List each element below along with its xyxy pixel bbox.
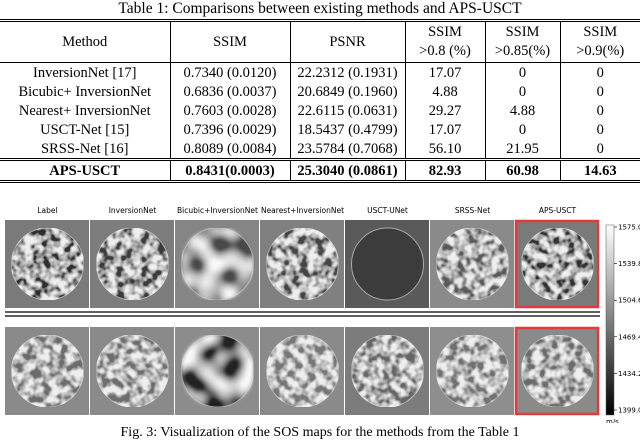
sos-disc — [11, 334, 84, 408]
sos-disc — [266, 227, 339, 301]
panel-label: Bicubic+InversionNet — [177, 206, 258, 215]
header-line: >0.85(%) — [494, 43, 551, 59]
table-cell: 17.07 — [404, 62, 485, 82]
panel-label: InversionNet — [109, 206, 157, 215]
sos-disc — [96, 227, 169, 301]
table-cell: 22.6115 (0.0631) — [289, 101, 405, 120]
table-caption: Table 1: Comparisons between existing me… — [118, 0, 522, 17]
header-cell: Method — [0, 19, 170, 63]
table-cell: 0.8431(0.0003) — [169, 158, 290, 183]
table-cell: 0 — [559, 101, 640, 120]
sos-disc — [436, 227, 509, 301]
table-row: USCT-Net [15] 0.7396 (0.0029) 18.5437 (0.4… — [0, 120, 640, 139]
panel-label: SRSS-Net — [455, 206, 490, 215]
header-line: SSIM — [213, 33, 247, 50]
table-cell: 0 — [484, 62, 560, 82]
colorbar-label: 1539.8 — [618, 260, 640, 268]
highlight-box — [514, 219, 600, 309]
table-cell: 4.88 — [404, 82, 485, 101]
sos-disc — [521, 334, 594, 408]
table-cell: 18.5437 (0.4799) — [289, 120, 405, 139]
header-cell: SSIM >0.8 (%) — [404, 19, 485, 63]
table-cell: 20.6849 (0.1960) — [289, 82, 405, 101]
colorbar-label: 1504.6 — [618, 297, 640, 305]
table-cell: SRSS-Net [16] — [41, 140, 129, 157]
table-row: SRSS-Net [16] 0.8089 (0.0084) 23.5784 (0.7… — [0, 139, 640, 160]
results-table: Method SSIM PSNR SSIM >0.8 (%) SSIM >0.85(%) SS… — [0, 19, 640, 183]
table-row: InversionNet [17] 0.7340 (0.0120) 22.2312 … — [0, 62, 640, 82]
table-cell: 60.98 — [484, 158, 560, 183]
table-cell: 0 — [559, 62, 640, 82]
table-cell: 14.63 — [559, 158, 640, 183]
sos-disc — [266, 334, 339, 408]
table-cell: 0 — [559, 82, 640, 101]
table-cell: APS-USCT — [0, 158, 170, 183]
panel-label: APS-USCT — [539, 206, 577, 215]
figure: Label InversionNet Bicubic+InversionNet Nea… — [5, 206, 640, 423]
table-cell: 29.27 — [404, 101, 485, 120]
header-cell: SSIM >0.85(%) — [484, 19, 560, 63]
colorbar-label: 1399.0 — [618, 407, 640, 415]
header-cell: SSIM >0.9(%) — [559, 19, 640, 63]
sos-disc — [351, 227, 424, 301]
table-cell: 0 — [559, 120, 640, 139]
header-cell: SSIM — [169, 19, 290, 63]
panel-label: USCT-UNet — [367, 206, 408, 215]
header-cell: PSNR — [289, 19, 405, 63]
highlight-box — [514, 326, 600, 416]
header-line: PSNR — [329, 33, 366, 50]
sos-disc — [96, 334, 169, 408]
table-row: Bicubic+ InversionNet 0.6836 (0.0037) 20.6… — [0, 82, 640, 101]
table-cell: 17.07 — [404, 120, 485, 139]
header-line: >0.8 (%) — [419, 43, 471, 59]
panel-label: Nearest+InversionNet — [261, 206, 344, 215]
table-cell: 0.8089 (0.0084) — [169, 139, 290, 160]
sos-disc — [181, 334, 254, 408]
table-cell: 0.7396 (0.0029) — [169, 120, 290, 139]
table-cell: 0.7340 (0.0120) — [169, 62, 290, 82]
header-line: SSIM — [505, 24, 540, 40]
table-cell: USCT-Net [15] — [40, 121, 130, 138]
table-cell: 21.95 — [484, 139, 560, 160]
header-line: >0.9(%) — [576, 43, 625, 59]
colorbar-unit: m/s — [606, 418, 619, 423]
table-cell: 0.7603 (0.0028) — [169, 101, 290, 120]
colorbar-label: 1575.0 — [618, 224, 640, 232]
table-row: APS-USCT 0.8431(0.0003) 25.3040 (0.0861) 82… — [0, 158, 640, 183]
sos-disc — [181, 227, 254, 301]
table-cell: 4.88 — [484, 101, 560, 120]
sos-disc — [521, 227, 594, 301]
header-line: SSIM — [583, 24, 618, 40]
sos-disc — [351, 334, 424, 408]
figure-caption: Fig. 3: Visualization of the SOS maps fo… — [120, 425, 520, 440]
table-cell: 0 — [484, 82, 560, 101]
colorbar-label: 1434.2 — [618, 370, 640, 378]
panel-label: Label — [37, 206, 57, 215]
sos-disc — [11, 227, 84, 301]
table-row: Nearest+ InversionNet 0.7603 (0.0028) 22.6… — [0, 101, 640, 120]
table-cell: Bicubic+ InversionNet — [18, 83, 152, 100]
table-cell: 22.2312 (0.1931) — [289, 62, 405, 82]
table-cell: 0 — [559, 139, 640, 160]
table-cell: Nearest+ InversionNet — [18, 102, 151, 119]
table-cell: 56.10 — [404, 139, 485, 160]
header-row: Method SSIM PSNR SSIM >0.8 (%) SSIM >0.85(%) SS… — [0, 19, 640, 63]
table-cell: InversionNet [17] — [33, 64, 137, 81]
colorbar — [605, 224, 615, 416]
sos-disc — [436, 334, 509, 408]
table-cell: 0 — [484, 120, 560, 139]
table-cell: 23.5784 (0.7068) — [289, 139, 405, 160]
header-line: SSIM — [428, 24, 462, 40]
colorbar-label: 1469.4 — [618, 333, 640, 341]
table-cell: 0.6836 (0.0037) — [169, 82, 290, 101]
table-cell: 82.93 — [404, 158, 485, 183]
header-line: Method — [62, 33, 108, 50]
table-cell: 25.3040 (0.0861) — [289, 158, 405, 183]
